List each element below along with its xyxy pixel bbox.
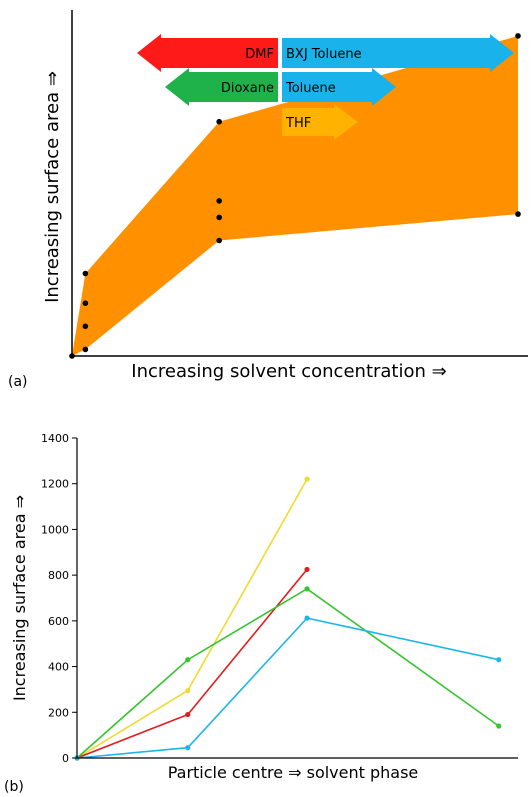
series-line-1 — [76, 568, 308, 759]
arrow-bxj-toluene — [282, 34, 514, 72]
panel-a-point-10 — [515, 211, 521, 217]
panel-b-label: (b) — [4, 779, 24, 795]
series-3-point-3 — [496, 657, 502, 663]
y-tick-label-200: 200 — [48, 706, 69, 719]
panel-a-point-7 — [216, 214, 222, 221]
arrow-label-bxj-toluene: BXJ Toluene — [286, 47, 362, 62]
series-0-point-2 — [304, 476, 310, 482]
panel-a-point-8 — [216, 237, 222, 244]
panel-a-point-9 — [515, 33, 521, 39]
series-3-point-2 — [304, 615, 310, 621]
panel-a-point-1 — [82, 270, 89, 277]
panel-a-point-6 — [216, 198, 222, 204]
y-tick-label-800: 800 — [48, 569, 69, 582]
panel-a-label: (a) — [8, 374, 28, 390]
arrow-toluene — [282, 68, 396, 106]
surface-area-band — [72, 35, 518, 357]
series-0-point-1 — [185, 687, 191, 694]
series-1-point-1 — [185, 711, 191, 718]
series-2-point-3 — [496, 723, 502, 729]
panel-a-point-2 — [82, 300, 89, 307]
arrow-label-toluene: Toluene — [285, 81, 336, 96]
arrow-label-thf: THF — [285, 116, 311, 131]
panel-a-point-4 — [82, 346, 89, 353]
series-3-point-1 — [185, 745, 191, 751]
arrow-label-dmf: DMF — [245, 47, 274, 62]
series-2-point-1 — [185, 657, 191, 663]
panel-a-y-label: Increasing surface area ⇒ — [42, 71, 63, 303]
y-tick-label-0: 0 — [62, 752, 69, 765]
series-line-2 — [76, 587, 500, 759]
series-2-point-2 — [304, 586, 310, 592]
panel-b: 0 200 400 600 800 1000 1200 1400 Particle centr… — [4, 432, 518, 795]
panel-b-y-label: Increasing surface area ⇒ — [10, 495, 29, 701]
panel-a: DMF BXJ Toluene Dioxane Toluene THF Increasi… — [8, 10, 528, 390]
y-tick-label-1400: 1400 — [41, 432, 69, 445]
arrow-dmf — [137, 34, 278, 72]
series-line-0 — [76, 478, 308, 759]
series-1-point-2 — [304, 566, 310, 573]
arrow-label-dioxane: Dioxane — [221, 81, 274, 96]
y-tick-label-1000: 1000 — [41, 523, 69, 536]
panel-b-y-ticks: 0 200 400 600 800 1000 1200 1400 — [41, 432, 77, 765]
panel-a-point-5 — [216, 118, 222, 125]
panel-a-point-3 — [82, 323, 89, 330]
y-tick-label-1200: 1200 — [41, 478, 69, 491]
y-tick-label-600: 600 — [48, 615, 69, 628]
arrow-thf — [282, 104, 358, 140]
panel-b-series — [74, 476, 502, 761]
panel-a-x-label: Increasing solvent concentration ⇒ — [131, 361, 446, 382]
arrow-dioxane — [165, 68, 278, 106]
y-tick-label-400: 400 — [48, 661, 69, 674]
panel-b-x-label: Particle centre ⇒ solvent phase — [168, 763, 419, 782]
series-line-3 — [76, 617, 499, 759]
solvent-arrows: DMF BXJ Toluene Dioxane Toluene THF — [137, 34, 514, 140]
